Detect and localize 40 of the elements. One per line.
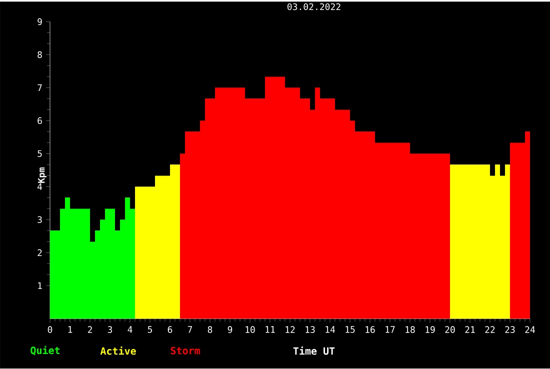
y-tick-label: 7 — [38, 84, 42, 92]
x-tick-label: 9 — [228, 326, 232, 334]
text: Storm — [170, 347, 200, 355]
x-tick-label: 12 — [286, 326, 295, 334]
text: Quiet — [30, 346, 60, 356]
x-tick-label: 2 — [88, 326, 92, 334]
x-tick-label: 15 — [346, 326, 355, 334]
x-tick-label: 10 — [246, 326, 255, 334]
x-tick-label: 1 — [68, 326, 72, 333]
y-tick-label: 1 — [38, 282, 42, 290]
y-tick-label: 8 — [38, 51, 42, 58]
x-tick-label: 4 — [128, 326, 132, 333]
x-tick-label: 5 — [148, 326, 152, 334]
y-tick-label: 9 — [38, 18, 42, 26]
x-tick-label: 3 — [108, 326, 112, 334]
x-tick-label: 13 — [306, 326, 315, 334]
x-tick-label: 16 — [366, 326, 375, 334]
x-tick-label: 21 — [465, 326, 475, 334]
x-tick-label: 23 — [505, 326, 515, 334]
x-tick-label: 24 — [525, 326, 535, 334]
x-tick-label: 20 — [445, 326, 455, 334]
x-tick-label: 8 — [208, 326, 212, 334]
y-tick-label: 6 — [38, 117, 42, 124]
chart-title: 03.02.2022 — [287, 3, 340, 10]
y-tick-label: 5 — [38, 150, 42, 158]
y-tick-label: 4 — [38, 184, 42, 190]
y-tick-label: 3 — [38, 216, 42, 224]
x-tick-label: 6 — [168, 326, 172, 334]
text: Active — [100, 346, 136, 355]
x-tick-label: 22 — [485, 326, 495, 334]
x-axis-title: Time UT — [293, 346, 335, 355]
x-tick-label: 19 — [426, 326, 435, 334]
y-tick-label: 2 — [38, 249, 42, 256]
x-tick-label: 14 — [326, 326, 335, 333]
x-tick-label: 0 — [48, 326, 52, 334]
x-tick-label: 11 — [266, 326, 275, 333]
y-axis-title: Kpm — [38, 168, 46, 184]
x-tick-label: 7 — [188, 326, 192, 333]
x-tick-label: 17 — [386, 326, 395, 333]
x-tick-label: 18 — [406, 326, 415, 334]
